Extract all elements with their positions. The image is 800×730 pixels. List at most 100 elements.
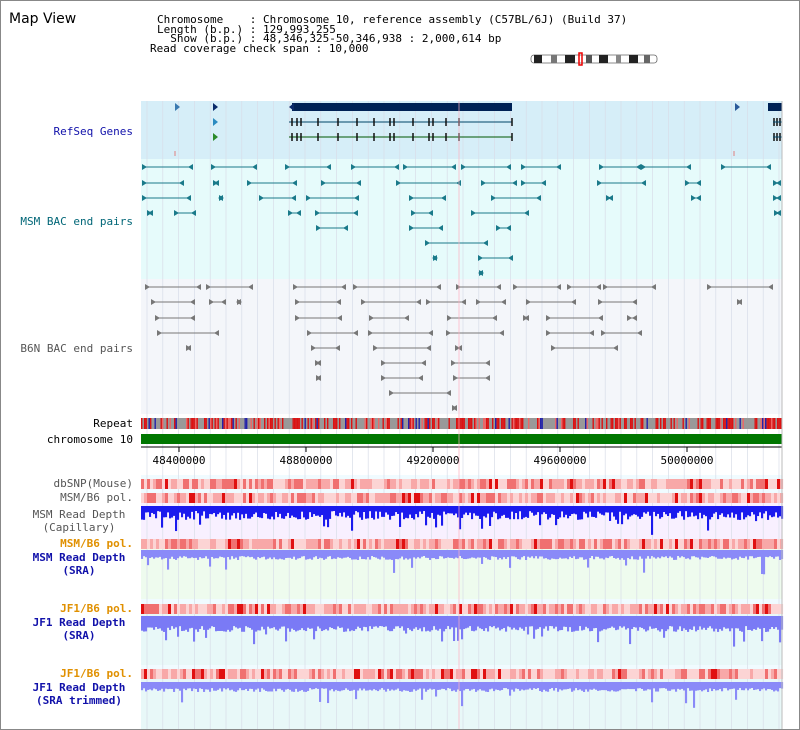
track-label-dbsnp[interactable]: dbSNP(Mouse) <box>53 477 133 490</box>
repeat-element <box>196 418 198 429</box>
track-label-jf1-depth-sra[interactable]: JF1 Read Depth (SRA) <box>19 616 139 642</box>
depth-bar <box>607 506 610 513</box>
depth-bar <box>359 616 362 629</box>
heat-cell <box>699 604 703 614</box>
depth-bar <box>523 506 526 518</box>
repeat-track[interactable] <box>141 418 782 429</box>
depth-bar <box>521 550 524 558</box>
heat-cell <box>579 539 583 549</box>
heat-cell <box>162 604 166 614</box>
depth-bar <box>161 682 164 689</box>
depth-bar <box>471 682 474 690</box>
depth-bar <box>199 616 202 629</box>
chromosome-ideogram[interactable] <box>530 52 658 66</box>
depth-bar <box>653 682 656 689</box>
depth-bar <box>471 550 474 558</box>
bac-end-marker <box>496 284 501 290</box>
chromosome-bar[interactable] <box>141 434 782 444</box>
read-depth-histograms[interactable] <box>141 506 784 708</box>
heat-cell <box>612 604 616 614</box>
depth-bar <box>527 616 530 635</box>
heat-cell <box>261 539 265 549</box>
depth-bar <box>555 682 558 689</box>
heat-cell <box>582 604 586 614</box>
depth-bar <box>377 550 380 559</box>
heat-cell <box>228 669 232 679</box>
depth-bar <box>637 506 640 517</box>
depth-bar <box>211 682 214 689</box>
heat-cell <box>468 479 472 489</box>
depth-bar <box>533 506 536 516</box>
track-label-msm-b6-pol-2[interactable]: MSM/B6 pol. <box>60 537 133 550</box>
heat-cell <box>360 479 364 489</box>
bac-end-marker <box>321 180 326 186</box>
track-label-jf1-depth-trim[interactable]: JF1 Read Depth (SRA trimmed) <box>19 681 139 707</box>
depth-bar <box>429 550 432 560</box>
track-label-jf1-b6-pol[interactable]: JF1/B6 pol. <box>60 602 133 615</box>
refseq-genes[interactable] <box>174 103 782 156</box>
heat-cell <box>189 479 193 489</box>
msm-bac-end-pairs[interactable] <box>142 164 781 276</box>
depth-bar <box>559 506 562 518</box>
chromosome-value: Chromosome 10, reference assembly (C57BL… <box>262 13 628 26</box>
heat-cell <box>723 479 727 489</box>
heat-cell <box>621 604 625 614</box>
repeat-element <box>504 418 506 429</box>
repeat-element <box>231 418 233 429</box>
depth-bar <box>233 506 236 514</box>
bac-end-marker <box>499 330 504 336</box>
heat-cell <box>294 669 298 679</box>
track-label-repeat[interactable]: Repeat <box>93 417 133 430</box>
heat-cell <box>417 604 421 614</box>
polymorphism-heat-strips[interactable] <box>141 479 784 679</box>
depth-bar <box>365 682 368 691</box>
depth-bar <box>651 550 654 557</box>
depth-bar <box>371 506 374 518</box>
bac-end-marker <box>471 210 476 216</box>
depth-bar <box>145 682 148 692</box>
repeat-element <box>501 418 503 429</box>
depth-bar <box>451 506 454 514</box>
track-label-msm-depth-capillary[interactable]: MSM Read Depth (Capillary) <box>19 508 139 534</box>
depth-bar <box>573 682 576 691</box>
depth-bar <box>211 616 214 627</box>
track-label-jf1-b6-pol-2[interactable]: JF1/B6 pol. <box>60 667 133 680</box>
depth-bar <box>337 506 340 517</box>
depth-bar <box>645 616 648 632</box>
depth-bar <box>749 616 752 630</box>
track-label-refseq[interactable]: RefSeq Genes <box>53 125 133 138</box>
heat-cell <box>216 604 220 614</box>
heat-cell <box>240 479 244 489</box>
depth-bar <box>409 550 412 559</box>
depth-bar <box>195 616 198 630</box>
depth-bar <box>367 682 370 691</box>
track-label-b6n-bac[interactable]: B6N BAC end pairs <box>20 342 133 355</box>
heat-cell <box>228 539 232 549</box>
heat-cell <box>339 493 343 503</box>
depth-bar <box>637 616 640 631</box>
depth-bar <box>547 550 550 560</box>
track-label-msm-bac[interactable]: MSM BAC end pairs <box>20 215 133 228</box>
depth-bar <box>465 506 468 513</box>
repeat-element <box>577 418 579 429</box>
depth-bar <box>177 506 180 520</box>
heat-cell <box>219 479 223 489</box>
heat-cell <box>438 669 442 679</box>
heat-cell <box>471 493 475 503</box>
depth-bar <box>345 550 348 558</box>
track-label-msm-b6-pol[interactable]: MSM/B6 pol. <box>60 491 133 504</box>
depth-bar <box>447 616 450 627</box>
repeat-element <box>145 418 147 429</box>
b6n-bac-end-pairs[interactable] <box>145 284 773 411</box>
track-label-msm-depth-sra[interactable]: MSM Read Depth (SRA) <box>19 551 139 577</box>
depth-bar <box>145 506 148 513</box>
repeat-element <box>697 418 699 429</box>
bac-end-marker <box>315 210 320 216</box>
track-label-chromosome[interactable]: chromosome 10 <box>46 433 133 446</box>
depth-bar <box>509 550 512 568</box>
depth-bar <box>241 682 244 691</box>
heat-cell <box>483 604 487 614</box>
heat-cell <box>420 604 424 614</box>
depth-bar <box>499 506 502 519</box>
